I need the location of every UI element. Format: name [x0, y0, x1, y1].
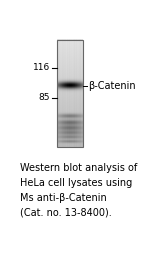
Bar: [57, 40, 83, 147]
Text: β-Catenin: β-Catenin: [88, 81, 136, 91]
Text: 116: 116: [33, 63, 50, 72]
Text: 85: 85: [39, 93, 50, 102]
Text: HeLa cell lysates using: HeLa cell lysates using: [20, 178, 132, 188]
Text: Western blot analysis of: Western blot analysis of: [20, 163, 137, 174]
Text: Ms anti-β-Catenin: Ms anti-β-Catenin: [20, 193, 107, 203]
Text: (Cat. no. 13-8400).: (Cat. no. 13-8400).: [20, 207, 112, 217]
